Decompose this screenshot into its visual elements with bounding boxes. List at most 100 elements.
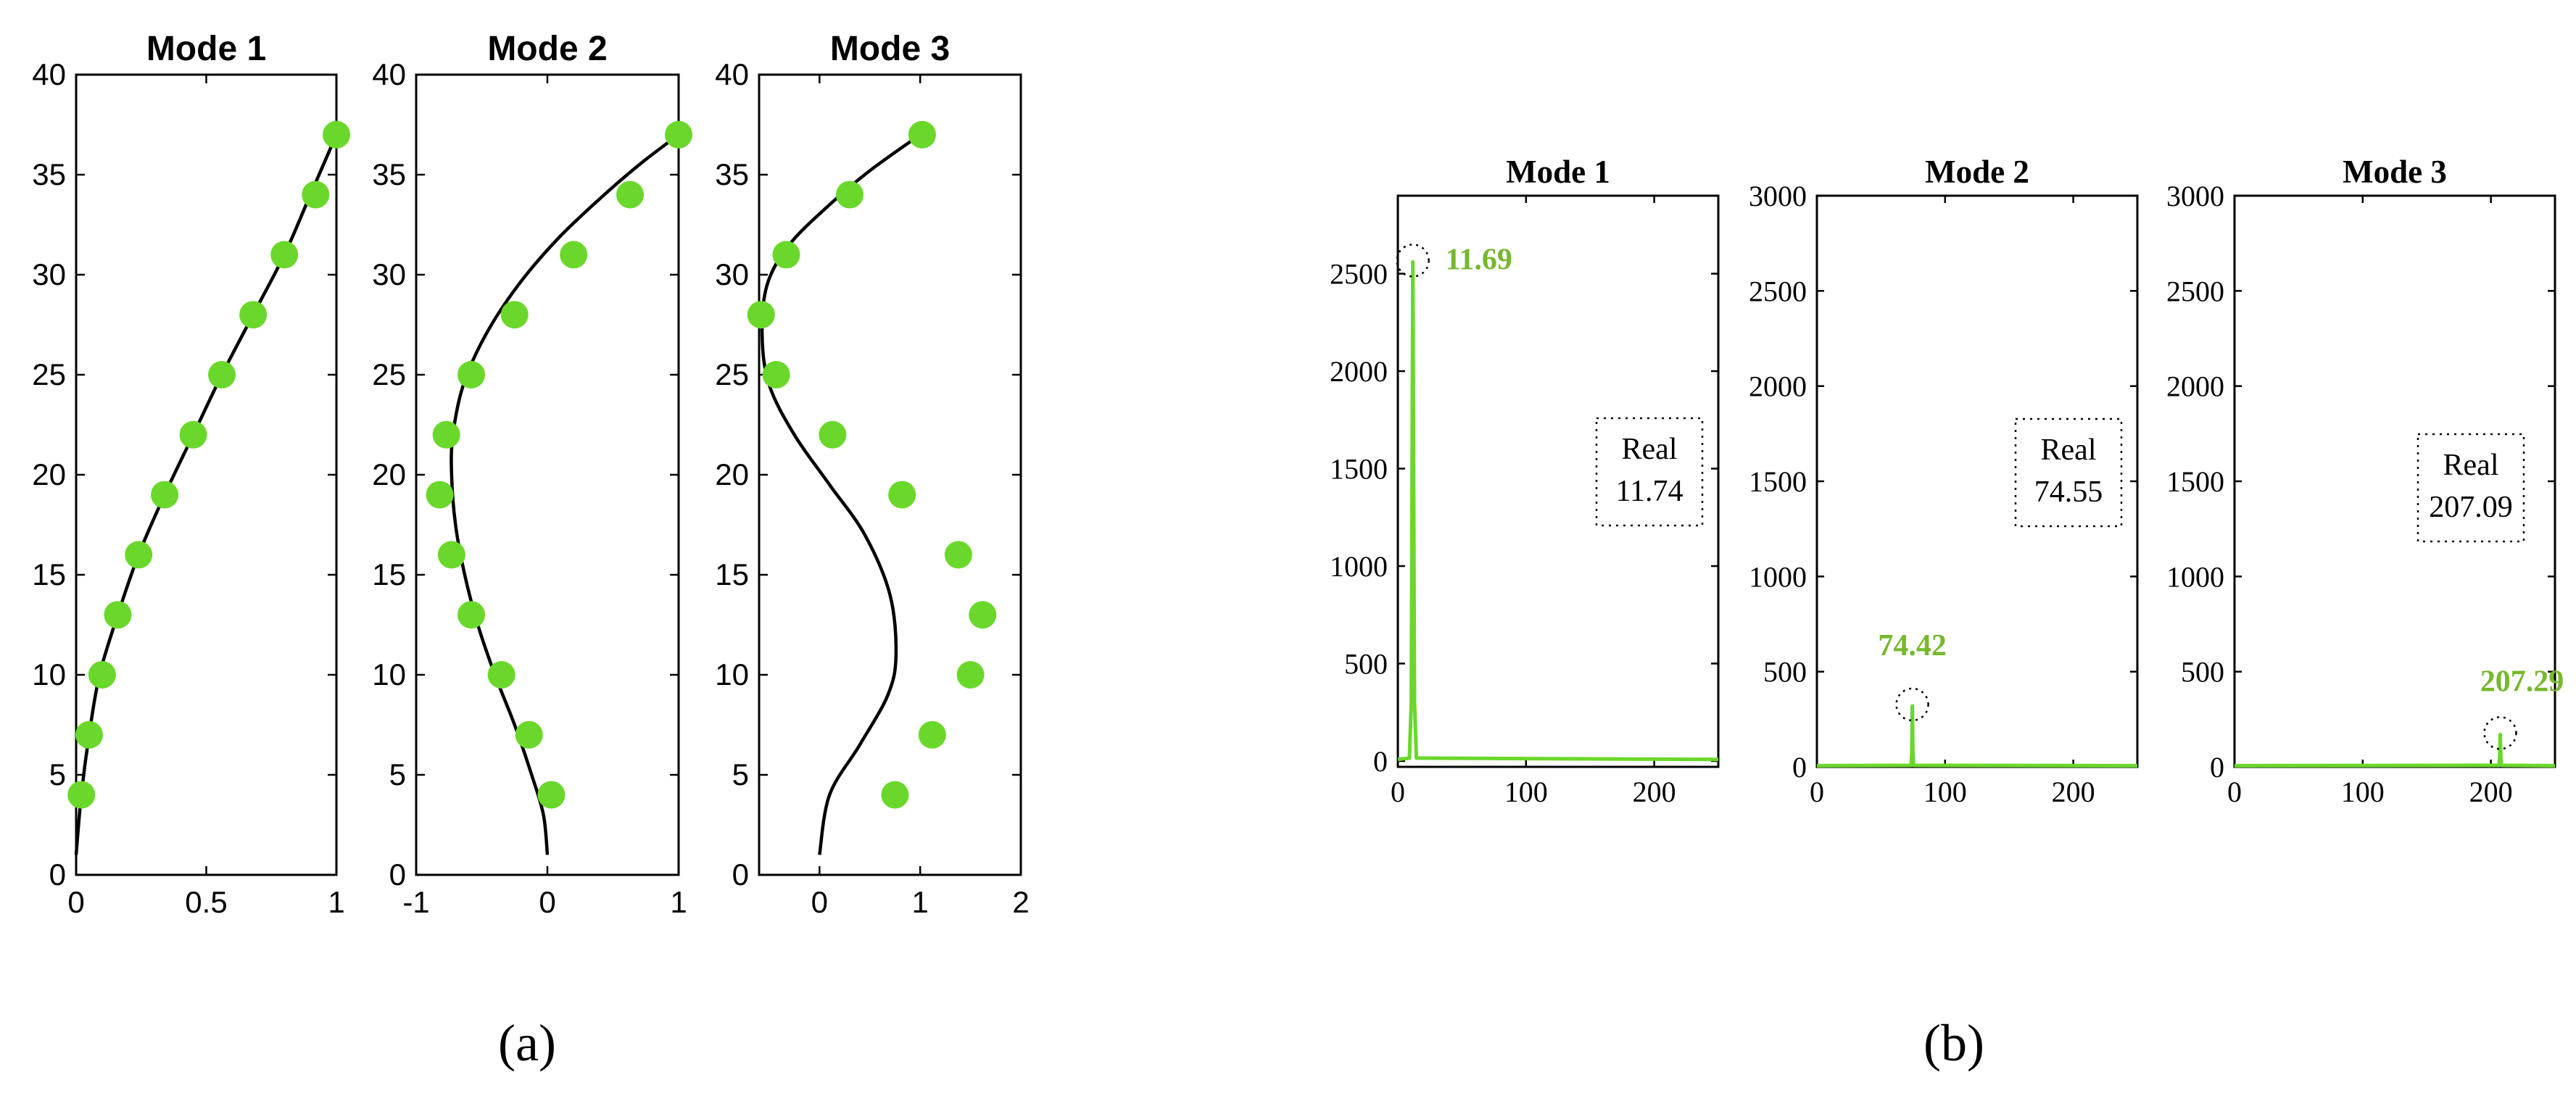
y-tick-label: 500 [1763, 656, 1807, 689]
real-label: Real [2443, 449, 2499, 482]
real-value-box [2014, 417, 2123, 528]
y-tick-label: 35 [32, 157, 66, 191]
y-tick-label: 15 [32, 557, 66, 591]
y-tick-label: 2000 [1749, 370, 1807, 403]
x-tick-label: 1 [328, 885, 344, 919]
x-tick-label: 100 [2341, 776, 2385, 808]
scatter-point [67, 781, 96, 809]
y-tick-label: 0 [732, 857, 749, 892]
series-line [2234, 732, 2556, 768]
panel-label-b: (b) [1923, 1014, 1984, 1072]
x-tick-label: 200 [1633, 776, 1676, 808]
y-tick-label: 30 [715, 257, 749, 291]
scatter-point [75, 720, 103, 749]
scatter-point [151, 481, 179, 509]
y-tick-label: 500 [1344, 647, 1388, 680]
y-tick-label: 10 [715, 657, 749, 691]
real-value-box [1595, 417, 1704, 527]
y-tick-label: 2000 [2166, 370, 2224, 403]
real-label: Real [2041, 433, 2097, 467]
plot-frame [758, 73, 1022, 876]
x-tick-label: 0 [539, 885, 555, 919]
x-tick-label: 100 [1923, 776, 1967, 808]
x-tick-label: 0 [811, 885, 828, 919]
y-tick-label: 15 [372, 557, 406, 591]
scatter-point [432, 420, 460, 449]
scatter-point [500, 301, 529, 329]
real-value: 74.55 [2034, 475, 2103, 509]
y-tick-label: 1000 [1749, 560, 1807, 593]
scatter-point [323, 120, 350, 149]
y-tick-label: 40 [715, 57, 749, 91]
scatter-point [969, 601, 997, 629]
scatter-point [537, 781, 566, 809]
scatter-point [426, 481, 454, 509]
y-tick-label: 0 [389, 857, 406, 892]
x-tick-label: 1 [911, 885, 928, 919]
peak-label: 207.29 [2480, 665, 2564, 698]
x-tick-label: 1 [670, 885, 687, 919]
y-tick-label: 0 [49, 857, 66, 892]
y-tick-label: 30 [372, 257, 406, 291]
series-line [450, 133, 680, 855]
chart-title: Mode 1 [1506, 154, 1610, 190]
y-tick-label: 35 [372, 157, 406, 191]
scatter-point [457, 361, 486, 389]
chart-title: Mode 2 [1925, 154, 2029, 190]
peak-marker-circle [2483, 716, 2517, 750]
y-tick-label: 2500 [1749, 275, 1807, 307]
y-tick-label: 35 [715, 157, 749, 191]
chart-title: Mode 3 [2343, 154, 2447, 190]
y-tick-label: 2000 [1330, 355, 1388, 388]
scatter-point [437, 541, 465, 569]
peak-marker-circle [1895, 687, 1929, 722]
scatter-point [762, 361, 790, 389]
scatter-point [302, 180, 330, 209]
y-tick-label: 25 [715, 357, 749, 391]
y-tick-label: 25 [372, 357, 406, 391]
scatter-point [616, 180, 645, 209]
series-line [760, 133, 922, 855]
plot-frame [75, 73, 338, 876]
real-value: 207.09 [2429, 491, 2513, 524]
y-tick-label: 1000 [2166, 560, 2224, 593]
chart-b-mode-3: Mode 30 100 200050010001500200025003000207… [2166, 154, 2564, 808]
y-tick-label: 1000 [1330, 550, 1388, 583]
scatter-point [747, 301, 775, 329]
chart-title: Mode 3 [830, 30, 950, 68]
y-tick-label: 0 [1373, 745, 1388, 778]
scatter-point [270, 241, 299, 269]
chart-b-mode-2: Mode 20 100 20005001000150020002500300074.… [1749, 154, 2139, 808]
scatter-point [239, 301, 268, 329]
y-tick-label: 10 [372, 657, 406, 691]
y-tick-label: 15 [715, 557, 749, 591]
scatter-point [208, 361, 236, 389]
y-tick-label: 0 [2210, 751, 2224, 784]
y-tick-label: 30 [32, 257, 66, 291]
series-line [1397, 259, 1719, 762]
scatter-point [125, 541, 153, 569]
x-tick-label: 0 [67, 885, 84, 919]
chart-title: Mode 1 [146, 30, 266, 68]
scatter-point [104, 601, 132, 629]
y-tick-label: 5 [732, 757, 749, 792]
y-tick-label: 3000 [1749, 180, 1807, 212]
x-tick-label: 200 [2052, 776, 2095, 808]
x-tick-label: 0 [1810, 776, 1824, 808]
real-value: 11.74 [1616, 475, 1683, 508]
y-tick-label: 25 [32, 357, 66, 391]
scatter-point [772, 241, 800, 269]
panel-label-a: (a) [498, 1014, 556, 1072]
y-tick-label: 500 [2181, 656, 2224, 689]
scatter-point [908, 120, 936, 149]
x-tick-label: 2 [1012, 885, 1029, 919]
peak-marker-circle [1396, 244, 1430, 278]
scatter-point [179, 420, 207, 449]
scatter-point [487, 661, 515, 689]
scatter-point [457, 601, 486, 629]
y-tick-label: 1500 [1749, 465, 1807, 498]
